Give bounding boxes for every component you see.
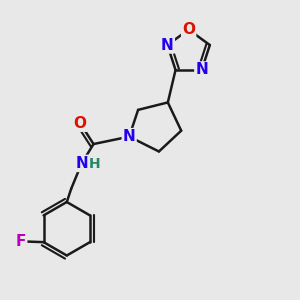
- Text: N: N: [195, 62, 208, 77]
- Text: H: H: [88, 157, 100, 171]
- Text: N: N: [75, 156, 88, 171]
- Text: O: O: [182, 22, 195, 37]
- Text: N: N: [123, 129, 136, 144]
- Text: O: O: [74, 116, 87, 131]
- Text: N: N: [161, 38, 174, 52]
- Text: F: F: [16, 234, 26, 249]
